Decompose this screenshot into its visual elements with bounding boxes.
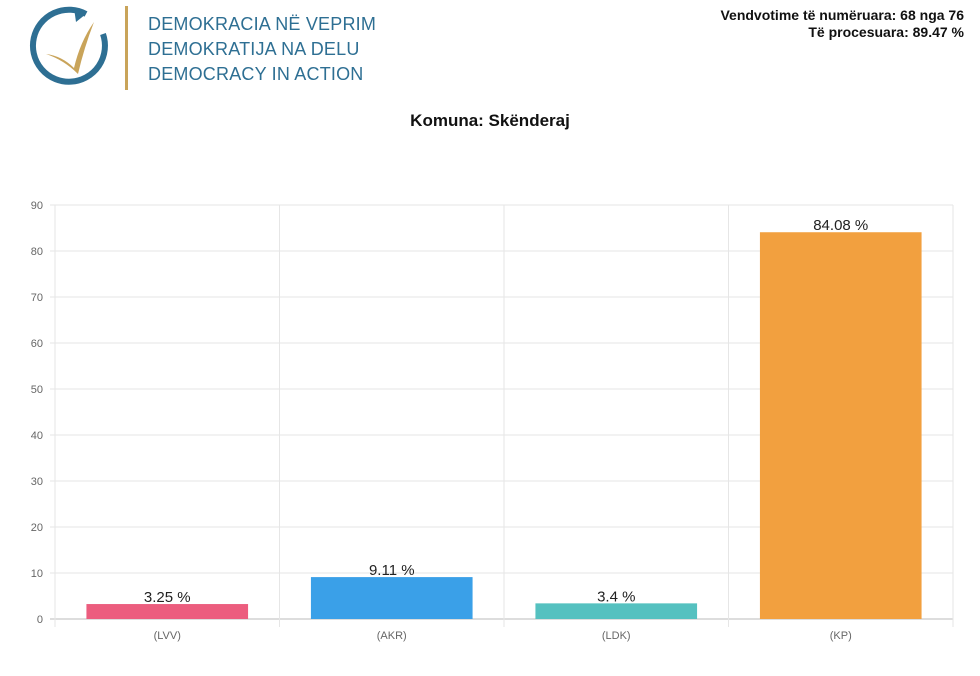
y-tick-label: 90 xyxy=(31,200,43,212)
data-label: 84.08 % xyxy=(813,217,868,234)
bar-kp xyxy=(759,232,922,619)
chart-title: Komuna: Skënderaj xyxy=(410,111,570,130)
y-tick-label: 0 xyxy=(37,614,43,626)
processing-stats: Vendvotime të numëruara: 68 nga 76 Të pr… xyxy=(720,7,964,41)
y-tick-label: 40 xyxy=(31,430,43,442)
y-tick-label: 30 xyxy=(31,476,43,488)
x-tick-label: (KP) xyxy=(830,630,852,642)
y-tick-label: 10 xyxy=(31,568,43,580)
bar-lvv xyxy=(86,604,249,619)
counted-stations: Vendvotime të numëruara: 68 nga 76 xyxy=(720,7,964,23)
data-label: 3.25 % xyxy=(144,589,191,606)
data-label: 3.4 % xyxy=(597,588,635,605)
democracy-in-action-logo xyxy=(29,6,128,90)
y-tick-label: 80 xyxy=(31,246,43,258)
y-tick-label: 20 xyxy=(31,522,43,534)
x-tick-label: (LVV) xyxy=(154,630,181,642)
processed-percent: Të procesuara: 89.47 % xyxy=(808,24,964,40)
y-tick-label: 50 xyxy=(31,384,43,396)
logo-line-1: DEMOKRACIA NË VEPRIM xyxy=(148,14,377,34)
x-tick-label: (LDK) xyxy=(602,630,631,642)
x-tick-label: (AKR) xyxy=(377,630,407,642)
y-tick-label: 70 xyxy=(31,292,43,304)
bar-ldk xyxy=(535,603,698,619)
logo-line-2: DEMOKRATIJA NA DELU xyxy=(148,39,360,59)
bar-akr xyxy=(310,577,473,619)
y-tick-label: 60 xyxy=(31,338,43,350)
logo-line-3: DEMOCRACY IN ACTION xyxy=(148,64,364,84)
data-label: 9.11 % xyxy=(369,562,415,579)
